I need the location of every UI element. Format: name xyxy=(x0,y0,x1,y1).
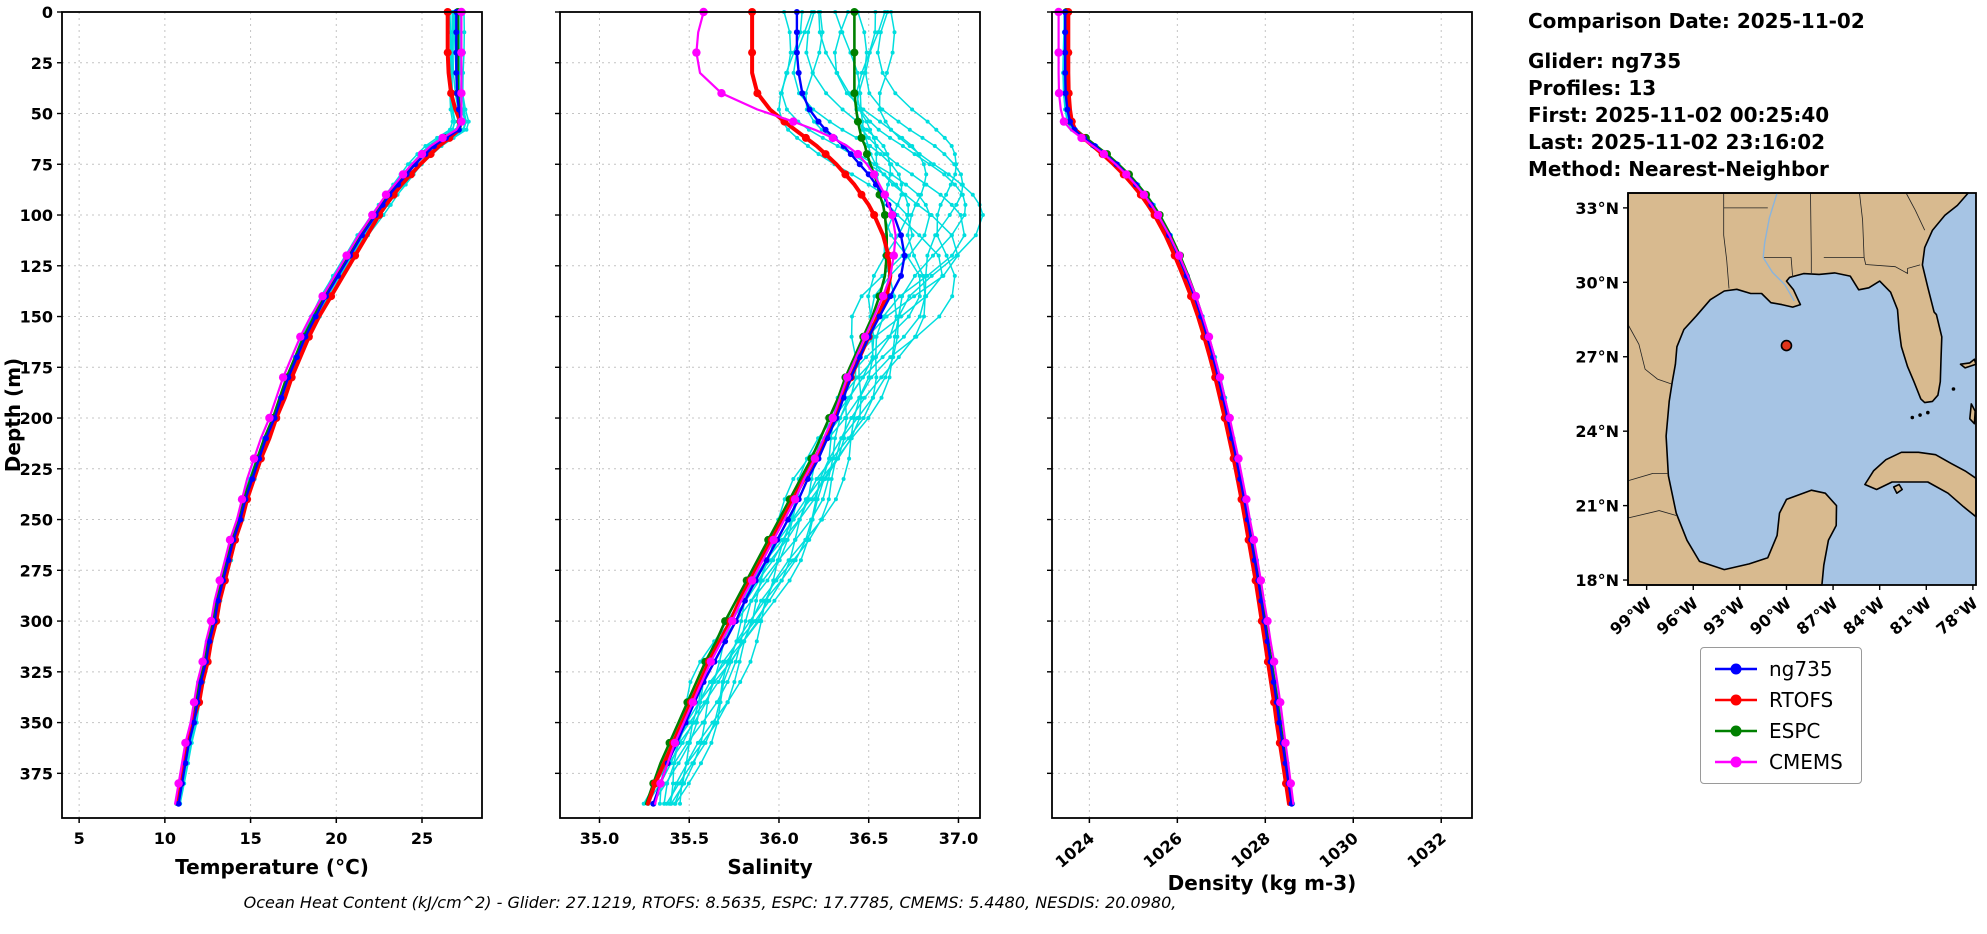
svg-text:99°W: 99°W xyxy=(1606,593,1655,639)
svg-text:1028: 1028 xyxy=(1228,829,1274,872)
svg-text:125: 125 xyxy=(20,257,53,276)
profile-plots: 5 10 15 20 25 Temperature (°C) 0 25 50 75 100 125 15… xyxy=(1,3,1473,895)
legend-line-sample xyxy=(1715,694,1757,706)
svg-text:96°W: 96°W xyxy=(1653,593,1702,639)
svg-text:35.0: 35.0 xyxy=(580,829,619,848)
comparison-date: Comparison Date: 2025-11-02 xyxy=(1528,9,1865,33)
legend-item-ng735: ng735 xyxy=(1713,657,1843,681)
svg-text:1030: 1030 xyxy=(1316,829,1362,872)
svg-text:36.0: 36.0 xyxy=(759,829,798,848)
svg-text:175: 175 xyxy=(20,358,53,377)
svg-text:100: 100 xyxy=(20,206,53,225)
svg-text:1032: 1032 xyxy=(1403,829,1449,872)
first-profile-time: First: 2025-11-02 00:25:40 xyxy=(1528,103,1830,127)
svg-text:30°N: 30°N xyxy=(1575,273,1619,292)
svg-text:Density (kg m-3): Density (kg m-3) xyxy=(1168,871,1357,895)
svg-text:250: 250 xyxy=(20,511,53,530)
legend-label: ng735 xyxy=(1769,657,1833,681)
svg-text:200: 200 xyxy=(20,409,53,428)
svg-text:18°N: 18°N xyxy=(1575,571,1619,590)
svg-text:Temperature (°C): Temperature (°C) xyxy=(175,855,369,879)
location-map: 33°N 30°N 27°N 24°N 21°N 18°N 99°W96°W93°W90°W… xyxy=(1575,192,1982,639)
info-panel: Comparison Date: 2025-11-02 Glider: ng73… xyxy=(1528,8,1865,183)
svg-text:37.0: 37.0 xyxy=(939,829,978,848)
profiles-count: Profiles: 13 xyxy=(1528,76,1657,100)
svg-text:20: 20 xyxy=(325,829,347,848)
svg-text:350: 350 xyxy=(20,714,53,733)
svg-text:15: 15 xyxy=(239,829,261,848)
svg-text:Depth (m): Depth (m) xyxy=(1,358,25,472)
svg-text:87°W: 87°W xyxy=(1793,593,1842,639)
glider-position-marker xyxy=(1780,339,1793,352)
svg-text:75: 75 xyxy=(31,155,53,174)
svg-text:325: 325 xyxy=(20,663,53,682)
svg-text:225: 225 xyxy=(20,460,53,479)
svg-text:36.5: 36.5 xyxy=(849,829,888,848)
legend-label: CMEMS xyxy=(1769,750,1843,774)
method: Method: Nearest-Neighbor xyxy=(1528,157,1829,181)
last-profile-time: Last: 2025-11-02 23:16:02 xyxy=(1528,130,1826,154)
svg-text:0: 0 xyxy=(42,3,53,22)
svg-text:35.5: 35.5 xyxy=(669,829,708,848)
svg-text:150: 150 xyxy=(20,308,53,327)
svg-text:1026: 1026 xyxy=(1140,829,1186,872)
svg-text:300: 300 xyxy=(20,612,53,631)
glider-name: Glider: ng735 xyxy=(1528,49,1682,73)
svg-text:21°N: 21°N xyxy=(1575,497,1619,516)
legend-item-cmems: CMEMS xyxy=(1713,750,1843,774)
svg-text:81°W: 81°W xyxy=(1886,593,1935,639)
legend-line-sample xyxy=(1715,756,1757,768)
legend: ng735 RTOFS ESPC CMEMS xyxy=(1700,647,1862,784)
svg-text:78°W: 78°W xyxy=(1933,593,1982,639)
svg-text:1024: 1024 xyxy=(1052,829,1098,872)
svg-text:10: 10 xyxy=(154,829,176,848)
svg-text:33°N: 33°N xyxy=(1575,199,1619,218)
legend-line-sample xyxy=(1715,725,1757,737)
svg-text:90°W: 90°W xyxy=(1746,593,1795,639)
svg-text:84°W: 84°W xyxy=(1839,593,1888,639)
svg-text:375: 375 xyxy=(20,764,53,783)
legend-item-rtofs: RTOFS xyxy=(1713,688,1843,712)
legend-line-sample xyxy=(1715,663,1757,675)
svg-text:93°W: 93°W xyxy=(1700,593,1749,639)
legend-item-espc: ESPC xyxy=(1713,719,1843,743)
legend-label: RTOFS xyxy=(1769,688,1834,712)
info-spacer xyxy=(1528,35,1865,48)
svg-text:25: 25 xyxy=(31,54,53,73)
svg-text:Salinity: Salinity xyxy=(727,855,812,879)
svg-text:25: 25 xyxy=(411,829,433,848)
svg-text:27°N: 27°N xyxy=(1575,348,1619,367)
svg-text:24°N: 24°N xyxy=(1575,422,1619,441)
legend-label: ESPC xyxy=(1769,719,1821,743)
ohc-summary: Ocean Heat Content (kJ/cm^2) - Glider: 2… xyxy=(243,893,1177,912)
svg-text:275: 275 xyxy=(20,561,53,580)
svg-text:5: 5 xyxy=(74,829,85,848)
svg-text:50: 50 xyxy=(31,105,53,124)
